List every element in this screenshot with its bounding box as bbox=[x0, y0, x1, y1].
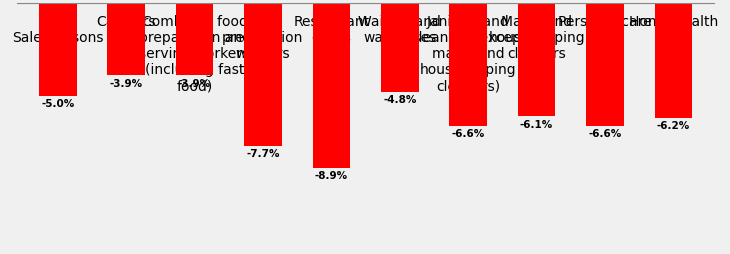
Text: -6.6%: -6.6% bbox=[588, 128, 622, 138]
Bar bbox=[450, 4, 487, 126]
Text: -7.7%: -7.7% bbox=[246, 149, 280, 158]
Bar bbox=[107, 4, 145, 76]
Bar bbox=[176, 4, 213, 76]
Bar bbox=[655, 4, 692, 119]
Text: -5.0%: -5.0% bbox=[41, 99, 74, 109]
Text: -3.9%: -3.9% bbox=[178, 78, 211, 88]
Text: -6.6%: -6.6% bbox=[452, 128, 485, 138]
Text: -6.1%: -6.1% bbox=[520, 119, 553, 129]
Text: -3.9%: -3.9% bbox=[110, 78, 142, 88]
Bar bbox=[39, 4, 77, 97]
Bar bbox=[312, 4, 350, 169]
Text: -4.8%: -4.8% bbox=[383, 95, 416, 105]
Bar bbox=[244, 4, 282, 146]
Bar bbox=[586, 4, 624, 126]
Bar bbox=[518, 4, 556, 117]
Text: -6.2%: -6.2% bbox=[657, 121, 690, 131]
Text: -8.9%: -8.9% bbox=[315, 171, 348, 181]
Bar bbox=[381, 4, 418, 93]
